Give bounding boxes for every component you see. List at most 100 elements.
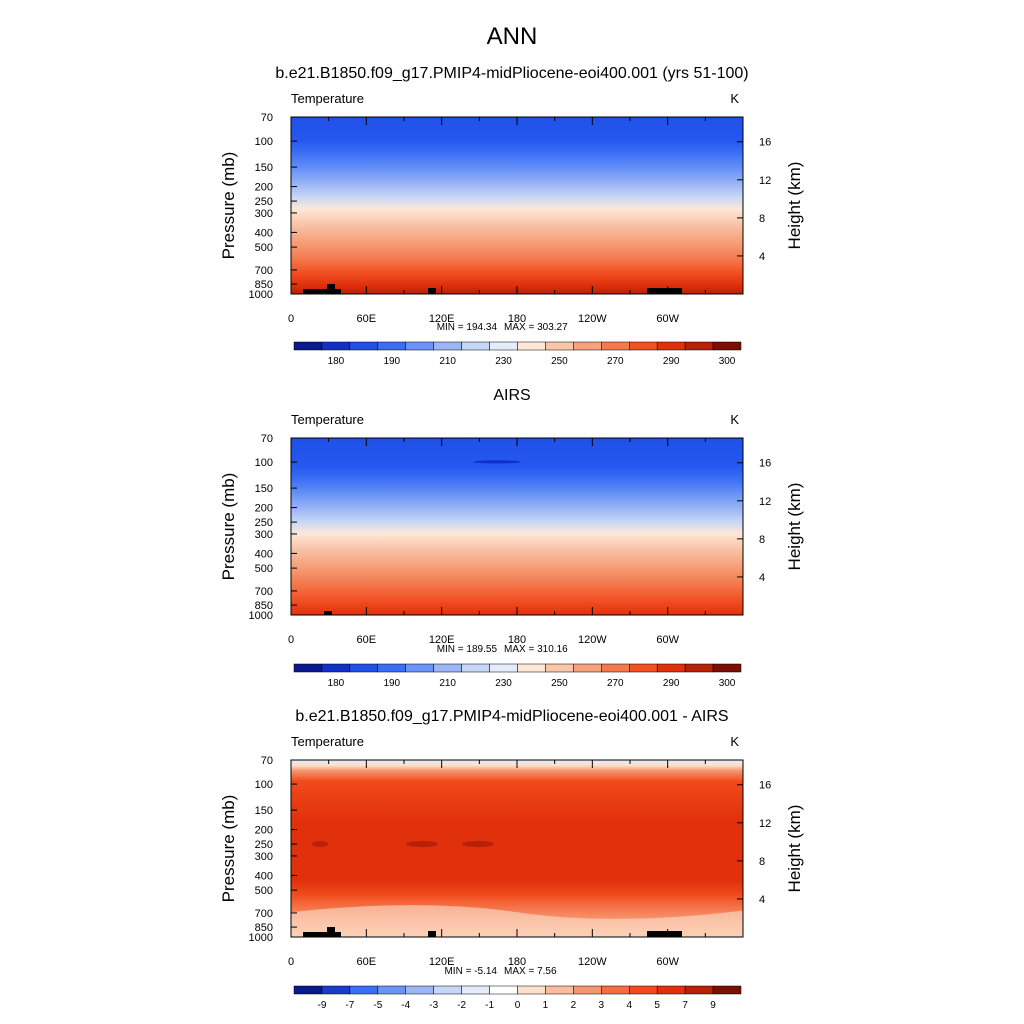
- contour-feature: [312, 841, 328, 848]
- height-tick-label: 8: [759, 213, 765, 225]
- y-tick-label: 100: [255, 779, 273, 791]
- contour-feature: [291, 905, 743, 937]
- colorbar-swatch: [433, 985, 462, 995]
- colorbar-swatch: [656, 341, 686, 351]
- y-tick-label: 200: [255, 182, 273, 194]
- colorbar-swatch: [517, 341, 546, 351]
- height-tick-label: 8: [759, 534, 765, 546]
- y2-axis-title: Height (km): [785, 162, 804, 250]
- x-tick-label: 60E: [357, 634, 377, 646]
- panel-title: b.e21.B1850.f09_g17.PMIP4-midPliocene-eo…: [295, 708, 728, 725]
- colorbar-swatch: [405, 985, 434, 995]
- land-mask: [428, 931, 436, 937]
- height-tick-label: 12: [759, 496, 771, 508]
- units-label: K: [730, 412, 739, 427]
- colorbar-label: -5: [373, 1000, 382, 1011]
- min-label: MIN = 189.55: [437, 644, 498, 655]
- colorbar-label: 5: [654, 1000, 660, 1011]
- height-tick-label: 8: [759, 856, 765, 868]
- y-tick-label: 1000: [249, 289, 273, 301]
- y-tick-label: 250: [255, 839, 273, 851]
- colorbar-label: 290: [663, 356, 680, 367]
- colorbar-label: 250: [551, 356, 568, 367]
- contour-feature: [406, 841, 438, 848]
- colorbar-swatch: [601, 341, 630, 351]
- colorbar-swatch: [293, 663, 323, 673]
- colorbar-swatch: [321, 663, 351, 673]
- colorbar-swatch: [489, 985, 518, 995]
- variable-label: Temperature: [291, 734, 364, 749]
- y-tick-label: 700: [255, 265, 273, 277]
- colorbar-swatch: [293, 985, 323, 995]
- height-tick-label: 16: [759, 458, 771, 470]
- y-tick-label: 70: [261, 433, 273, 445]
- colorbar-label: 230: [495, 356, 512, 367]
- height-tick-label: 4: [759, 894, 765, 906]
- y-tick-label: 500: [255, 242, 273, 254]
- colorbar-label: 180: [328, 356, 345, 367]
- land-mask: [303, 932, 341, 937]
- y-tick-label: 100: [255, 136, 273, 148]
- y-tick-label: 850: [255, 922, 273, 934]
- y-tick-label: 150: [255, 805, 273, 817]
- y-tick-label: 400: [255, 870, 273, 882]
- colorbar-label: -1: [485, 1000, 494, 1011]
- y-axis-title: Pressure (mb): [219, 473, 238, 581]
- contour-field: [291, 117, 743, 294]
- colorbar-label: 270: [607, 356, 624, 367]
- colorbar-swatch: [433, 663, 462, 673]
- y-tick-label: 70: [261, 755, 273, 767]
- colorbar-swatch: [517, 663, 546, 673]
- colorbar-swatch: [656, 985, 686, 995]
- y-tick-label: 500: [255, 563, 273, 575]
- main-title: ANN: [487, 23, 538, 50]
- x-tick-label: 60E: [357, 313, 377, 325]
- colorbar-swatch: [573, 663, 602, 673]
- y-tick-label: 200: [255, 503, 273, 515]
- colorbar-swatch: [684, 663, 714, 673]
- colorbar-swatch: [629, 663, 658, 673]
- y-tick-label: 700: [255, 908, 273, 920]
- x-tick-label: 0: [288, 956, 294, 968]
- y-tick-label: 250: [255, 196, 273, 208]
- panel-1: b.e21.B1850.f09_g17.PMIP4-midPliocene-eo…: [219, 65, 804, 367]
- y-tick-label: 250: [255, 517, 273, 529]
- y-tick-label: 300: [255, 529, 273, 541]
- colorbar-label: 290: [663, 678, 680, 689]
- x-tick-label: 180: [508, 634, 526, 646]
- colorbar-swatch: [684, 985, 714, 995]
- colorbar-swatch: [545, 985, 574, 995]
- colorbar-label: 230: [495, 678, 512, 689]
- colorbar-label: 4: [626, 1000, 632, 1011]
- contour-feature: [462, 841, 494, 848]
- contour-field: [291, 438, 743, 615]
- y-tick-label: 850: [255, 600, 273, 612]
- height-tick-label: 16: [759, 137, 771, 149]
- units-label: K: [730, 734, 739, 749]
- x-tick-label: 120E: [429, 634, 455, 646]
- y2-axis-title: Height (km): [785, 483, 804, 571]
- x-tick-label: 60W: [656, 313, 679, 325]
- land-mask: [327, 927, 335, 937]
- height-tick-label: 16: [759, 780, 771, 792]
- y-tick-label: 300: [255, 208, 273, 220]
- colorbar-label: 0: [515, 1000, 521, 1011]
- colorbar-swatch: [684, 341, 714, 351]
- height-tick-label: 4: [759, 251, 765, 263]
- x-tick-label: 120W: [578, 956, 607, 968]
- colorbar-label: -7: [345, 1000, 354, 1011]
- panel-3: b.e21.B1850.f09_g17.PMIP4-midPliocene-eo…: [219, 708, 804, 1011]
- colorbar-swatch: [349, 985, 379, 995]
- max-label: MAX = 303.27: [504, 322, 568, 333]
- colorbar-swatch: [712, 663, 742, 673]
- colorbar-swatch: [573, 341, 602, 351]
- y-tick-label: 850: [255, 279, 273, 291]
- colorbar-label: 300: [719, 678, 736, 689]
- y-tick-label: 100: [255, 457, 273, 469]
- colorbar-label: 7: [682, 1000, 688, 1011]
- panel-title: AIRS: [493, 387, 530, 404]
- land-mask: [324, 611, 332, 615]
- colorbar-swatch: [489, 663, 518, 673]
- colorbar-swatch: [517, 985, 546, 995]
- colorbar-swatch: [656, 663, 686, 673]
